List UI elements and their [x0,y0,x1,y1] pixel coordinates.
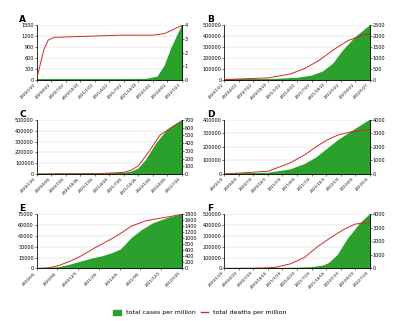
Text: A: A [19,15,26,24]
Text: E: E [19,204,25,213]
Text: F: F [207,204,213,213]
Text: D: D [207,110,214,119]
Text: C: C [19,110,26,119]
Legend: total cases per million, total deaths per million: total cases per million, total deaths pe… [111,307,289,318]
Text: B: B [207,15,214,24]
